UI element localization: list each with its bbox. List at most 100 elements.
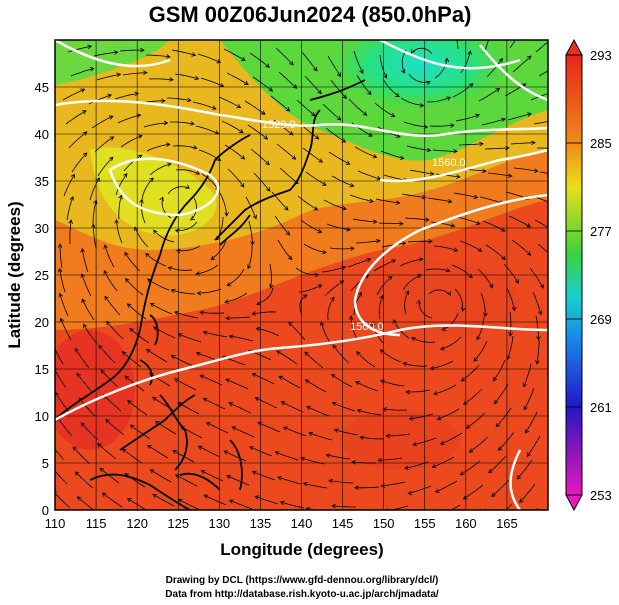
y-tick-label: 40 (35, 127, 49, 142)
streamline (401, 193, 426, 198)
streamline (432, 456, 455, 468)
streamline-arrowhead (143, 70, 148, 76)
streamline (62, 88, 85, 101)
streamline-arrowhead (477, 247, 483, 252)
streamline-arrowhead (288, 131, 294, 136)
streamline (463, 388, 483, 405)
streamline-arrowhead (408, 416, 414, 421)
y-tick-label: 5 (42, 456, 49, 471)
streamline (473, 340, 488, 362)
streamline (425, 268, 450, 272)
streamline (120, 135, 143, 148)
streamline-arrowhead (304, 379, 310, 384)
streamline-arrowhead (426, 147, 432, 153)
streamline-arrowhead (490, 492, 496, 498)
streamline-arrowhead (526, 452, 531, 457)
streamline (195, 125, 219, 135)
streamline-arrowhead (240, 155, 246, 160)
streamline (331, 505, 356, 508)
streamline (146, 143, 170, 152)
streamline-arrowhead (310, 112, 316, 117)
streamline (406, 389, 431, 393)
streamline-arrowhead (395, 92, 400, 98)
streamline-arrowhead (305, 506, 311, 510)
streamline (435, 480, 458, 493)
streamline-arrowhead (260, 110, 266, 115)
streamline (354, 146, 377, 158)
streamline (355, 381, 379, 392)
streamline (283, 426, 307, 437)
streamline (195, 264, 219, 275)
streamline (104, 296, 121, 316)
streamline (533, 121, 548, 125)
streamline-arrowhead (465, 424, 471, 429)
streamline-arrowhead (127, 400, 132, 405)
streamline-arrowhead (433, 391, 438, 396)
streamline-arrowhead (308, 431, 314, 437)
streamline-arrowhead (382, 407, 387, 412)
streamline-arrowhead (149, 469, 155, 474)
streamline (192, 101, 217, 110)
streamline-arrowhead (341, 265, 347, 271)
streamline (371, 321, 384, 344)
streamline-arrowhead (314, 135, 320, 140)
streamline-arrowhead (346, 227, 352, 232)
streamline-arrowhead (366, 90, 372, 96)
streamline (409, 169, 434, 175)
streamline (298, 284, 322, 293)
streamline (247, 245, 253, 269)
x-axis-title: Longitude (degrees) (220, 540, 383, 559)
streamline (255, 496, 279, 505)
streamline-arrowhead (285, 231, 291, 236)
streamline-arrowhead (107, 93, 113, 99)
temperature-field (55, 40, 548, 510)
x-tick-label: 140 (291, 516, 313, 531)
streamline (406, 145, 431, 151)
streamline-arrowhead (436, 416, 442, 421)
streamline (280, 501, 305, 509)
streamline (539, 171, 548, 174)
streamline-arrowhead (291, 155, 297, 160)
streamline (480, 292, 486, 317)
streamline (329, 247, 354, 250)
streamline (428, 289, 451, 296)
streamline-arrowhead (444, 57, 450, 62)
colorbar-gradient (565, 54, 583, 496)
streamline-arrowhead (74, 471, 80, 476)
streamline (378, 222, 404, 225)
streamline (175, 221, 198, 232)
streamline (93, 51, 118, 57)
streamline (203, 494, 227, 506)
streamline (305, 171, 327, 186)
streamline-arrowhead (199, 310, 204, 316)
streamline (276, 350, 298, 365)
streamline-arrowhead (251, 311, 257, 316)
streamline (486, 58, 503, 78)
streamline-arrowhead (446, 291, 451, 296)
streamline (229, 402, 252, 414)
streamline-arrowhead (551, 37, 555, 41)
streamline (253, 172, 271, 192)
streamline (55, 348, 64, 365)
streamline-arrowhead (550, 91, 554, 95)
streamline-arrowhead (377, 457, 382, 463)
streamline-arrowhead (177, 333, 183, 338)
streamline (145, 54, 170, 58)
streamline-arrowhead (249, 446, 254, 451)
streamline (348, 98, 367, 116)
streamline-arrowhead (369, 198, 374, 204)
streamline (409, 413, 434, 420)
streamline-arrowhead (527, 112, 532, 117)
streamline (373, 259, 396, 272)
y-axis-title: Latitude (degrees) (5, 201, 24, 348)
streamline (225, 378, 249, 390)
streamline-arrowhead (118, 194, 123, 200)
streamline (538, 70, 548, 77)
streamline (324, 280, 344, 297)
streamline (180, 426, 203, 439)
streamline-arrowhead (468, 448, 474, 453)
streamline-arrowhead (199, 374, 205, 379)
streamline-arrowhead (278, 375, 283, 380)
streamline-arrowhead (349, 182, 355, 188)
streamline (450, 504, 461, 510)
